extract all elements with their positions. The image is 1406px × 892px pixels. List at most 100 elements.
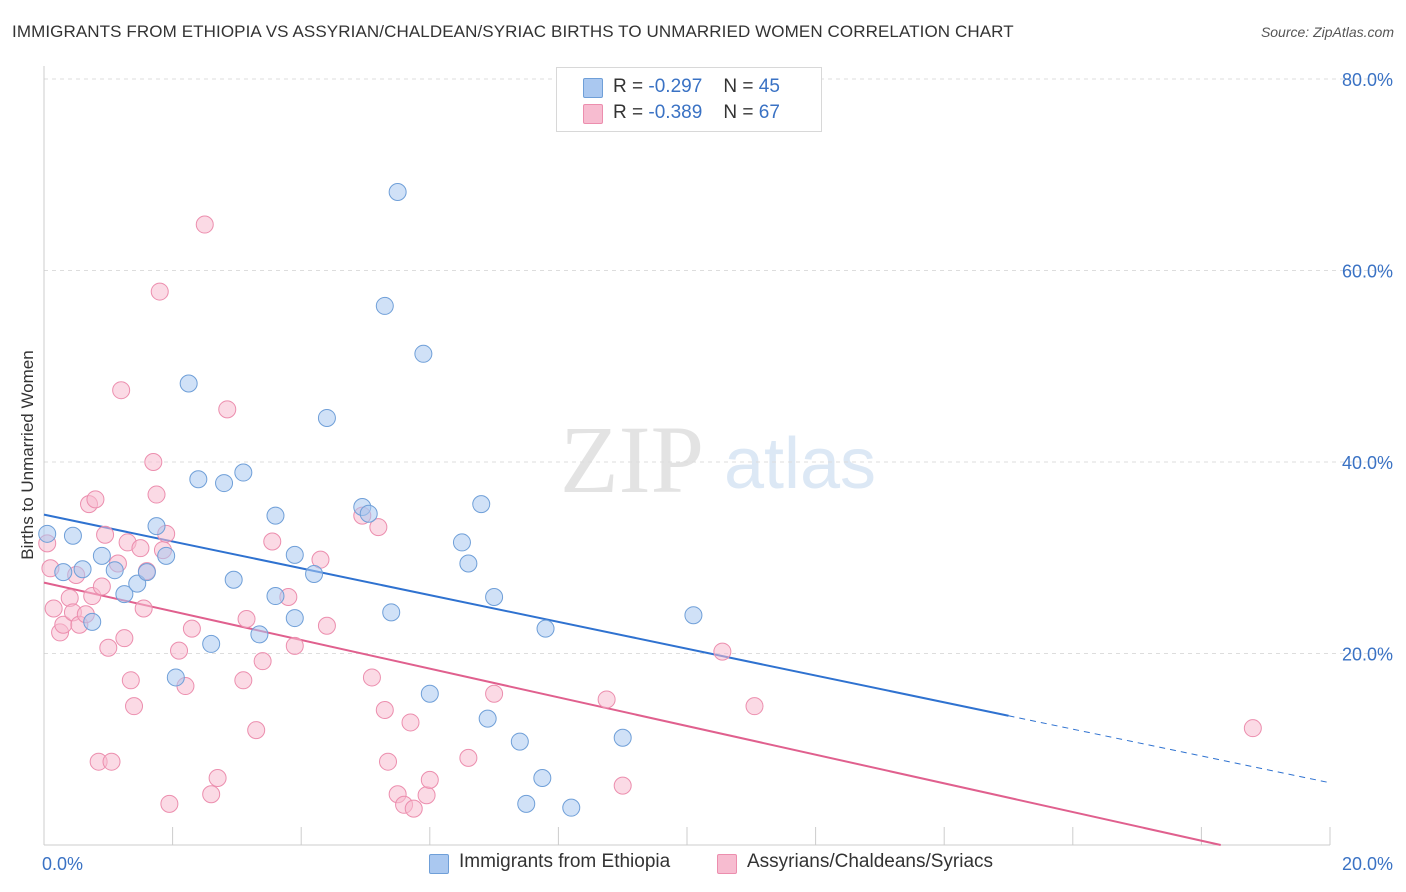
stats-legend: R = -0.297 N = 45 R = -0.389 N = 67 bbox=[556, 67, 822, 132]
point-assyrian bbox=[713, 642, 732, 661]
point-assyrian bbox=[401, 713, 420, 732]
point-assyrian bbox=[1243, 719, 1262, 738]
trend-line-ethiopia bbox=[43, 513, 1009, 717]
point-ethiopia bbox=[215, 474, 234, 493]
point-assyrian bbox=[285, 636, 304, 655]
point-assyrian bbox=[96, 525, 115, 544]
point-ethiopia bbox=[105, 561, 124, 580]
data-points bbox=[38, 182, 1262, 818]
assyrian-swatch bbox=[583, 104, 603, 124]
point-ethiopia bbox=[250, 625, 269, 644]
y-tick-label: 20.0% bbox=[1342, 645, 1393, 665]
point-assyrian bbox=[112, 381, 131, 400]
point-ethiopia bbox=[517, 794, 536, 813]
point-assyrian bbox=[613, 776, 632, 795]
point-assyrian bbox=[234, 671, 253, 690]
point-assyrian bbox=[218, 400, 237, 419]
point-ethiopia bbox=[128, 574, 147, 593]
point-assyrian bbox=[375, 700, 394, 719]
point-assyrian bbox=[253, 652, 272, 671]
watermark-zip: ZIP bbox=[560, 406, 704, 513]
n-label: N = bbox=[723, 76, 754, 97]
point-ethiopia bbox=[414, 344, 433, 363]
n-value: 67 bbox=[758, 102, 780, 123]
assyrian-legend-swatch bbox=[717, 854, 737, 874]
point-assyrian bbox=[263, 532, 282, 551]
point-assyrian bbox=[369, 518, 388, 537]
point-assyrian bbox=[99, 638, 118, 657]
point-ethiopia bbox=[157, 546, 176, 565]
point-ethiopia bbox=[305, 565, 324, 584]
ethiopia-swatch bbox=[583, 78, 603, 98]
point-ethiopia bbox=[359, 504, 378, 523]
r-label: R = bbox=[613, 102, 644, 123]
point-assyrian bbox=[417, 786, 436, 805]
point-ethiopia bbox=[54, 563, 73, 582]
point-ethiopia bbox=[285, 609, 304, 628]
point-assyrian bbox=[121, 671, 140, 690]
point-ethiopia bbox=[266, 587, 285, 606]
r-value: -0.389 bbox=[648, 102, 703, 123]
point-assyrian bbox=[317, 616, 336, 635]
n-label: N = bbox=[723, 102, 754, 123]
point-ethiopia bbox=[137, 563, 156, 582]
point-assyrian bbox=[144, 453, 163, 471]
point-assyrian bbox=[379, 752, 398, 771]
axes bbox=[43, 66, 1331, 846]
point-assyrian bbox=[745, 697, 764, 716]
point-assyrian bbox=[125, 697, 144, 716]
point-ethiopia bbox=[478, 709, 497, 728]
trend-line-assyrian bbox=[43, 581, 1221, 846]
point-assyrian bbox=[170, 641, 189, 660]
point-ethiopia bbox=[317, 408, 336, 427]
x-tick-label: 20.0% bbox=[1342, 854, 1393, 874]
point-ethiopia bbox=[452, 533, 471, 552]
point-ethiopia bbox=[485, 588, 504, 607]
point-ethiopia bbox=[510, 732, 529, 751]
point-assyrian bbox=[208, 768, 227, 787]
point-assyrian bbox=[134, 599, 153, 618]
point-ethiopia bbox=[684, 606, 703, 625]
point-ethiopia bbox=[115, 585, 134, 604]
point-assyrian bbox=[150, 282, 169, 301]
point-assyrian bbox=[92, 577, 111, 596]
point-ethiopia bbox=[63, 526, 82, 545]
trend-line-ethiopia-extension bbox=[1008, 715, 1331, 784]
point-assyrian bbox=[195, 215, 214, 234]
point-ethiopia bbox=[472, 495, 491, 514]
y-tick-label: 80.0% bbox=[1342, 70, 1393, 90]
point-assyrian bbox=[86, 490, 105, 509]
point-ethiopia bbox=[92, 546, 111, 565]
point-ethiopia bbox=[147, 517, 166, 536]
x-tick-label: 0.0% bbox=[42, 854, 83, 874]
point-ethiopia bbox=[388, 182, 407, 201]
chart-title: IMMIGRANTS FROM ETHIOPIA VS ASSYRIAN/CHA… bbox=[12, 22, 1014, 41]
point-assyrian bbox=[202, 785, 221, 804]
point-assyrian bbox=[44, 599, 63, 618]
n-value: 45 bbox=[758, 76, 780, 97]
point-ethiopia bbox=[179, 374, 198, 393]
point-assyrian bbox=[147, 485, 166, 504]
point-ethiopia bbox=[234, 463, 253, 482]
point-ethiopia bbox=[189, 470, 208, 489]
point-assyrian bbox=[160, 794, 179, 813]
point-ethiopia bbox=[533, 768, 552, 787]
legend-label-ethiopia: Immigrants from Ethiopia bbox=[459, 851, 671, 872]
watermark-atlas: atlas bbox=[724, 424, 876, 504]
point-ethiopia bbox=[166, 668, 185, 687]
trend-lines bbox=[43, 513, 1331, 846]
point-ethiopia bbox=[382, 603, 401, 622]
point-assyrian bbox=[102, 752, 121, 771]
point-ethiopia bbox=[285, 545, 304, 564]
chart-source: Source: ZipAtlas.com bbox=[1260, 24, 1394, 40]
point-ethiopia bbox=[202, 634, 221, 653]
point-ethiopia bbox=[459, 554, 478, 573]
legend-label-assyrian: Assyrians/Chaldeans/Syriacs bbox=[747, 851, 994, 872]
r-value: -0.297 bbox=[648, 76, 703, 97]
r-label: R = bbox=[613, 76, 644, 97]
point-assyrian bbox=[404, 799, 423, 818]
y-axis-label: Births to Unmarried Women bbox=[18, 350, 37, 560]
point-assyrian bbox=[362, 668, 381, 687]
point-assyrian bbox=[597, 690, 616, 709]
